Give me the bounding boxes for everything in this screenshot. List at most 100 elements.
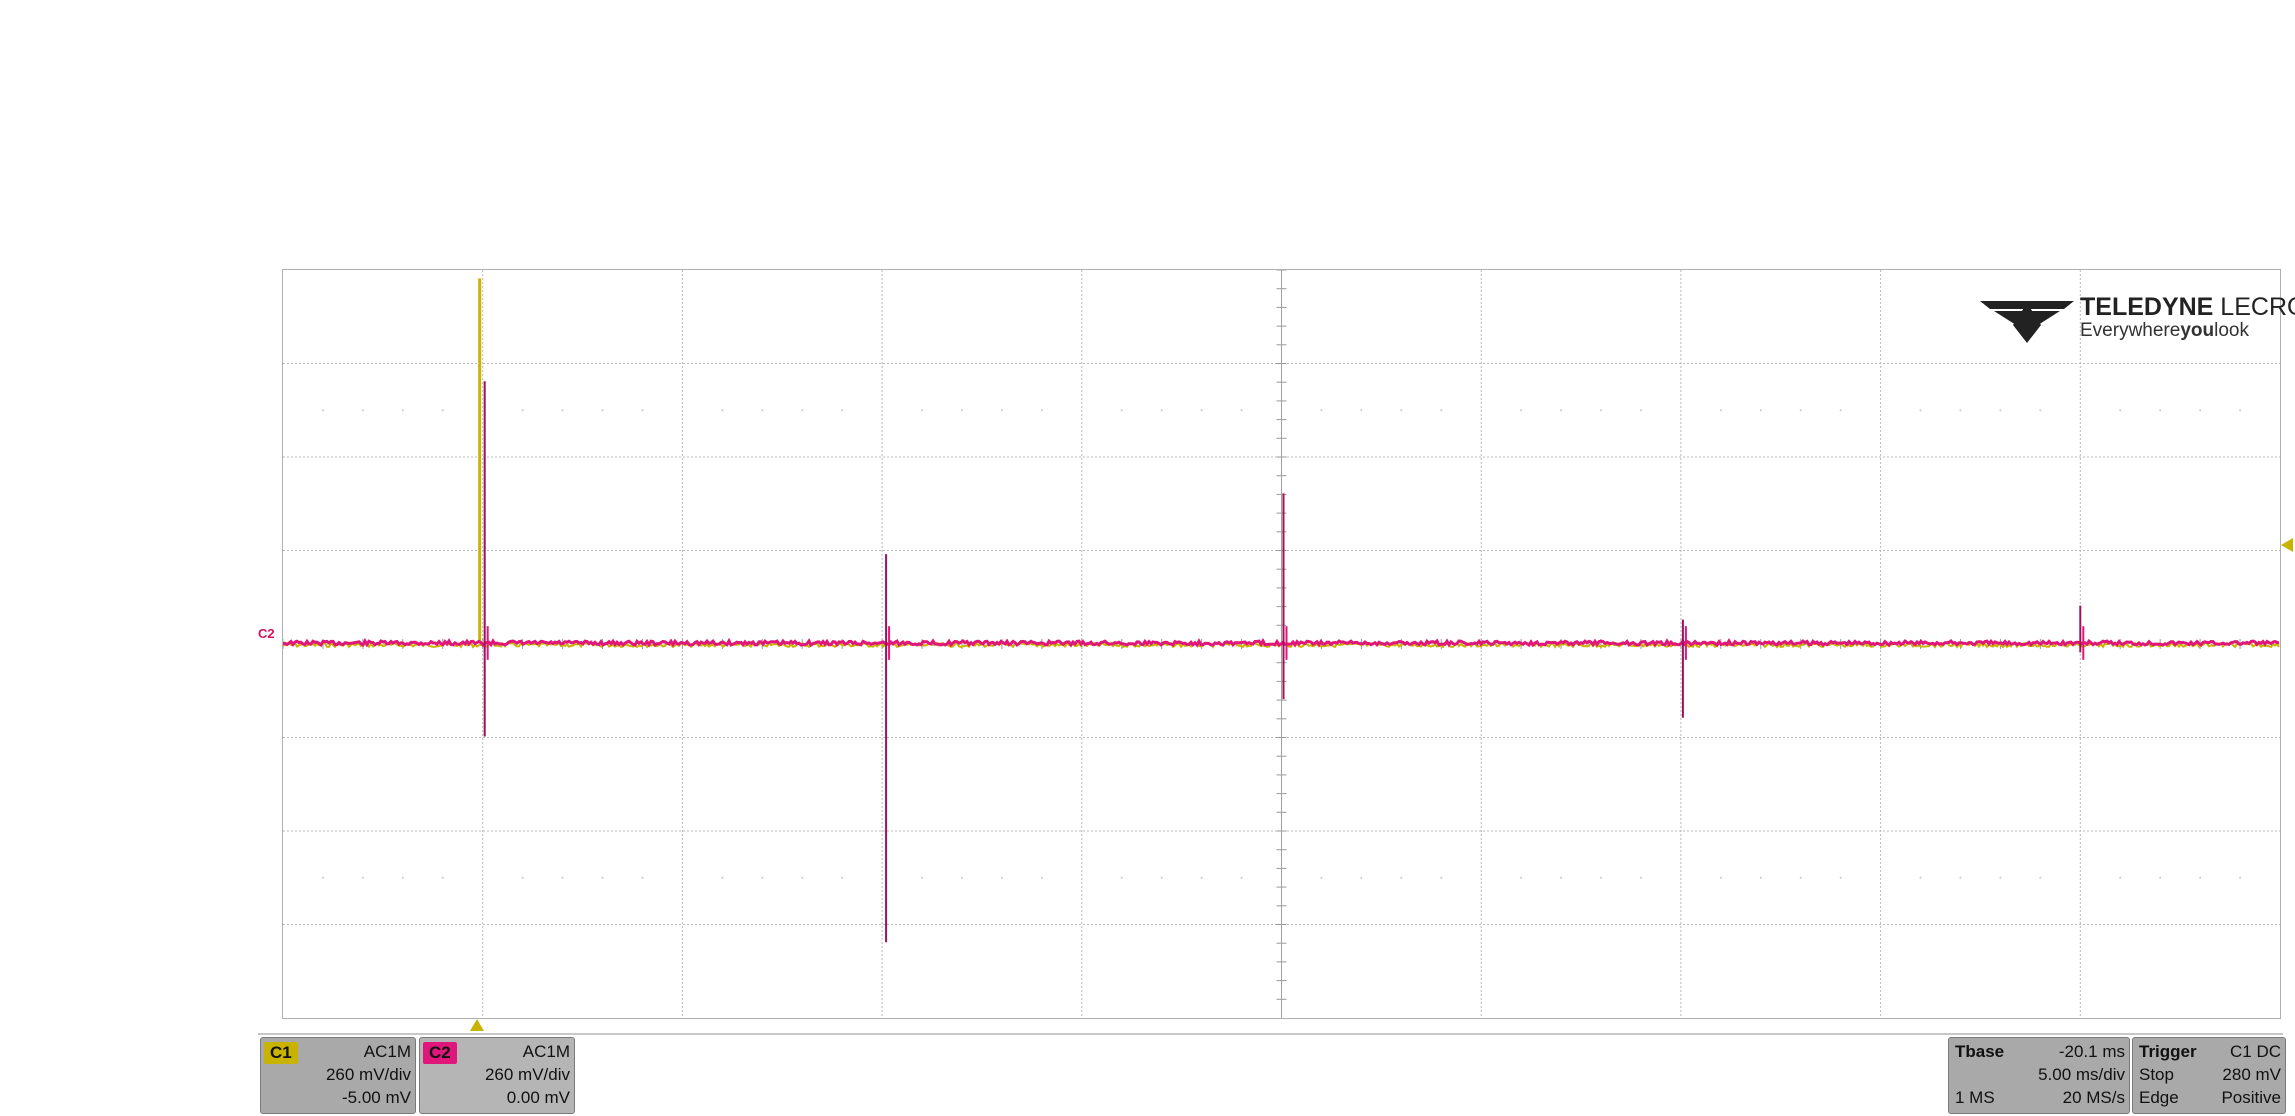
grid-minor-dot xyxy=(1200,409,1203,412)
trigger-position-arrow[interactable] xyxy=(470,1019,484,1031)
grid-minor-dot xyxy=(2199,409,2202,412)
grid-minor-dot xyxy=(321,876,324,879)
grid-minor-dot xyxy=(1400,876,1403,879)
grid-minor-dot xyxy=(721,876,724,879)
grid-minor-dot xyxy=(521,409,524,412)
c1-scale: 260 mV/div xyxy=(325,1065,411,1084)
grid-minor-dot xyxy=(761,876,764,879)
grid-minor-dot xyxy=(1560,876,1563,879)
grid-minor-dot xyxy=(1320,876,1323,879)
grid-minor-dot xyxy=(1839,409,1842,412)
grid-minor-dot xyxy=(1040,409,1043,412)
logo-brand: TELEDYNE LECROY xyxy=(2080,293,2295,321)
grid-minor-dot xyxy=(1919,876,1922,879)
grid-minor-dot xyxy=(2159,409,2162,412)
trigger-label: Trigger xyxy=(2139,1042,2197,1061)
grid-minor-dot xyxy=(2039,409,2042,412)
grid-minor-dot xyxy=(361,409,364,412)
grid-minor-dot xyxy=(1000,876,1003,879)
grid-minor-dot xyxy=(1959,409,1962,412)
grid-minor-dot xyxy=(841,409,844,412)
grid-minor-dot xyxy=(641,409,644,412)
c2-descriptor[interactable]: C2 AC1M 260 mV/div 0.00 mV xyxy=(419,1037,575,1114)
grid-minor-dot xyxy=(1639,409,1642,412)
grid-minor-dot xyxy=(1120,409,1123,412)
grid-minor-dot xyxy=(2039,876,2042,879)
c2-badge[interactable]: C2 xyxy=(423,1042,457,1064)
grid-minor-dot xyxy=(2119,409,2122,412)
grid-minor-dot xyxy=(441,409,444,412)
grid-minor-dot xyxy=(1040,876,1043,879)
grid-minor-dot xyxy=(1639,876,1642,879)
grid-minor-dot xyxy=(1240,876,1243,879)
grid-minor-dot xyxy=(1919,409,1922,412)
grid-minor-dot xyxy=(1440,409,1443,412)
logo-icon xyxy=(1980,301,2074,343)
grid-minor-dot xyxy=(801,876,804,879)
c2-coupling: AC1M xyxy=(522,1042,570,1061)
trigger-descriptor[interactable]: Trigger C1 DC Stop 280 mV Edge Positive xyxy=(2132,1037,2286,1114)
timebase-scale: 5.00 ms/div xyxy=(2038,1065,2125,1084)
c2-offset: 0.00 mV xyxy=(506,1088,570,1107)
c2-ground-marker[interactable]: C2 xyxy=(258,626,275,641)
trigger-slope: Positive xyxy=(2221,1088,2281,1107)
grid-minor-dot xyxy=(841,876,844,879)
grid-minor-dot xyxy=(960,876,963,879)
timebase-descriptor[interactable]: Tbase -20.1 ms 5.00 ms/div 1 MS 20 MS/s xyxy=(1948,1037,2130,1114)
grid-minor-dot xyxy=(1240,409,1243,412)
trigger-type: Edge xyxy=(2139,1088,2179,1107)
c2-scale: 260 mV/div xyxy=(484,1065,570,1084)
trigger-level-arrow[interactable] xyxy=(2281,538,2293,552)
grid-minor-dot xyxy=(1520,876,1523,879)
grid-minor-dot xyxy=(1360,876,1363,879)
grid-minor-dot xyxy=(2239,409,2242,412)
trigger-mode: Stop xyxy=(2139,1065,2174,1084)
c1-offset: -5.00 mV xyxy=(342,1088,411,1107)
grid-minor-dot xyxy=(761,409,764,412)
grid-minor-dot xyxy=(441,876,444,879)
descriptor-divider xyxy=(258,1033,2283,1035)
teledyne-lecroy-logo: TELEDYNE LECROY Everywhereyoulook xyxy=(1980,293,2295,345)
grid-minor-dot xyxy=(601,876,604,879)
grid-minor-dot xyxy=(1759,876,1762,879)
grid-minor-dot xyxy=(1120,876,1123,879)
logo-tagline: Everywhereyoulook xyxy=(2080,320,2249,341)
grid-minor-dot xyxy=(401,409,404,412)
grid-minor-dot xyxy=(1959,876,1962,879)
grid-minor-dot xyxy=(921,876,924,879)
graticule xyxy=(283,270,2280,1018)
grid-minor-dot xyxy=(401,876,404,879)
grid-minor-dot xyxy=(1200,876,1203,879)
grid-minor-dot xyxy=(1560,409,1563,412)
grid-minor-dot xyxy=(721,409,724,412)
grid-minor-dot xyxy=(1839,876,1842,879)
grid-minor-dot xyxy=(1440,876,1443,879)
grid-minor-dot xyxy=(561,409,564,412)
grid-minor-dot xyxy=(1759,409,1762,412)
grid-minor-dot xyxy=(561,876,564,879)
c1-badge[interactable]: C1 xyxy=(264,1042,298,1064)
grid-minor-dot xyxy=(1520,409,1523,412)
c2-trace xyxy=(283,637,2280,648)
trigger-source: C1 DC xyxy=(2229,1042,2281,1061)
grid-minor-dot xyxy=(361,876,364,879)
timebase-label: Tbase xyxy=(1955,1042,2005,1061)
grid-minor-dot xyxy=(641,876,644,879)
c1-descriptor[interactable]: C1 AC1M 260 mV/div -5.00 mV xyxy=(260,1037,416,1114)
grid-minor-dot xyxy=(2239,876,2242,879)
grid-minor-dot xyxy=(1999,409,2002,412)
grid-minor-dot xyxy=(2199,876,2202,879)
trigger-level: 280 mV xyxy=(2222,1065,2281,1084)
grid-minor-dot xyxy=(1799,409,1802,412)
grid-minor-dot xyxy=(2159,876,2162,879)
grid-minor-dot xyxy=(521,876,524,879)
timebase-sample-rate: 20 MS/s xyxy=(2062,1088,2125,1107)
c1-coupling: AC1M xyxy=(363,1042,411,1061)
grid-minor-dot xyxy=(1600,876,1603,879)
grid-minor-dot xyxy=(1000,409,1003,412)
grid-minor-dot xyxy=(960,409,963,412)
grid-minor-dot xyxy=(321,409,324,412)
waveform-grid[interactable] xyxy=(282,269,2281,1019)
grid-minor-dot xyxy=(1719,876,1722,879)
grid-minor-dot xyxy=(1600,409,1603,412)
